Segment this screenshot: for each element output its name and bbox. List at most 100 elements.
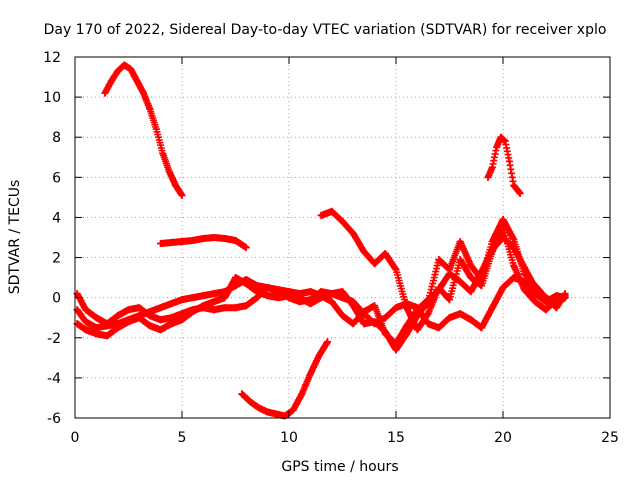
series-arc-1 (101, 61, 186, 199)
data-point (520, 270, 528, 278)
data-point (189, 237, 197, 245)
data-point (424, 310, 432, 318)
data-point (210, 234, 218, 241)
data-point (165, 167, 173, 175)
data-point (392, 266, 400, 274)
data-point (264, 408, 272, 416)
data-point (561, 290, 569, 298)
data-point (456, 256, 464, 264)
y-tick-label: 2 (52, 251, 61, 267)
data-point (381, 328, 389, 336)
data-point (456, 310, 464, 318)
data-point (360, 248, 368, 256)
data-point (82, 306, 90, 314)
data-point (456, 238, 464, 246)
data-point (381, 250, 389, 258)
data-point (107, 77, 115, 85)
data-point (306, 370, 314, 378)
y-axis-label: SDTVAR / TECUs (7, 180, 23, 295)
data-point (135, 314, 143, 322)
data-point (542, 294, 550, 302)
data-point (531, 290, 539, 298)
data-point (82, 318, 90, 326)
data-point (446, 314, 453, 322)
data-point (232, 304, 239, 312)
data-point (328, 298, 336, 306)
data-point (159, 149, 167, 157)
data-point (125, 318, 132, 326)
x-tick-label: 25 (601, 430, 619, 446)
data-point (339, 217, 346, 225)
data-point (339, 312, 346, 320)
data-point (178, 316, 186, 324)
plot-area (73, 61, 569, 420)
data-point (114, 67, 122, 75)
data-point (553, 292, 560, 300)
x-tick-label: 15 (387, 430, 405, 446)
y-tick-label: 0 (52, 291, 61, 307)
data-point (413, 326, 421, 334)
data-point (246, 398, 254, 406)
data-point (157, 240, 165, 248)
plot-border (74, 56, 611, 419)
data-point (146, 312, 154, 320)
data-point (328, 207, 336, 215)
data-point (328, 290, 336, 298)
data-point (232, 237, 239, 245)
data-point (125, 306, 132, 314)
data-point (221, 235, 229, 243)
data-point (424, 320, 432, 328)
x-axis-label: GPS time / hours (281, 459, 398, 475)
data-point (488, 163, 496, 171)
series-arc-8 (73, 215, 569, 354)
data-point (371, 318, 379, 326)
data-point (178, 238, 186, 246)
data-point (542, 306, 550, 314)
data-point (221, 294, 229, 302)
data-point (146, 105, 154, 113)
x-tick-label: 20 (494, 430, 512, 446)
data-point (360, 310, 368, 318)
data-point (467, 288, 475, 296)
data-point (510, 181, 518, 189)
data-point (199, 302, 207, 310)
data-point (478, 324, 486, 332)
data-point (272, 410, 280, 418)
data-point (189, 308, 197, 316)
data-point (510, 262, 518, 270)
data-point (306, 300, 314, 308)
data-point (172, 181, 180, 189)
data-point (499, 284, 507, 292)
data-point (120, 61, 128, 69)
data-point (392, 346, 400, 354)
data-point (403, 300, 411, 308)
y-tick-label: -4 (47, 371, 61, 387)
data-point (274, 294, 282, 302)
data-point (413, 312, 421, 320)
data-point (424, 298, 432, 306)
data-point (403, 330, 411, 338)
y-tick-label: -2 (47, 331, 61, 347)
data-point (435, 324, 443, 332)
data-point (324, 338, 332, 346)
data-point (499, 215, 507, 223)
data-point (478, 276, 486, 284)
data-point (315, 352, 323, 360)
data-point (467, 316, 475, 324)
data-point (114, 324, 122, 332)
data-point (298, 390, 306, 398)
data-point (484, 173, 492, 181)
data-point (553, 304, 560, 312)
data-point (210, 290, 218, 298)
y-tick-label: 12 (43, 50, 61, 66)
data-point (392, 304, 400, 312)
x-tick-label: 5 (178, 430, 187, 446)
data-point (510, 274, 518, 282)
series-arc-5 (484, 133, 524, 197)
data-point (371, 260, 379, 268)
data-point (189, 294, 197, 302)
y-tick-label: 6 (52, 170, 61, 186)
data-point (139, 89, 147, 97)
